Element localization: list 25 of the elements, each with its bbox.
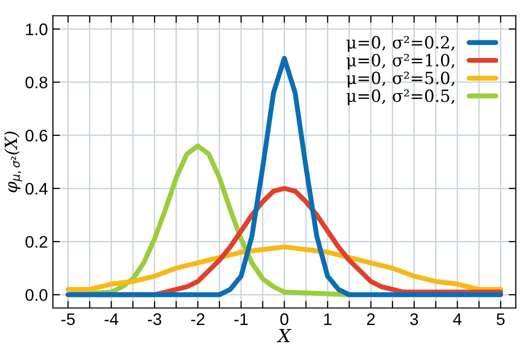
x-tick-label: 2 (367, 313, 375, 325)
legend-label: μ=0, σ²=1.0, (346, 54, 454, 70)
x-tick-label: -5 (61, 313, 75, 326)
legend-label: μ=0, σ²=0.5, (346, 89, 454, 106)
y-tick-label: 0.0 (26, 289, 48, 301)
y-tick-label: 0.2 (26, 236, 48, 248)
legend-label: μ=0, σ²=0.2, (346, 36, 454, 52)
x-tick-label: 0 (280, 313, 288, 326)
y-tick-label: 1.0 (26, 23, 48, 36)
x-tick-label: 4 (453, 313, 462, 325)
x-tick-label: 3 (410, 313, 418, 326)
x-tick-label: -4 (104, 313, 118, 325)
y-tick-label: 0.6 (26, 130, 48, 142)
x-tick-label: -3 (148, 313, 162, 326)
x-axis-title: X (276, 328, 292, 342)
legend-label: μ=0, σ²=5.0, (346, 72, 454, 88)
y-tick-label: 0.8 (26, 76, 48, 88)
line-series (66, 244, 504, 292)
x-tick-label: 5 (496, 313, 505, 326)
line-series (66, 56, 504, 298)
x-tick-label: 1 (324, 313, 332, 325)
x-tick-label: -1 (234, 313, 248, 325)
y-tick-label: 0.4 (26, 182, 48, 195)
x-tick-label: -2 (191, 313, 204, 325)
y-axis-title: φ$_{μ,σ²}$(X) (4, 132, 22, 192)
